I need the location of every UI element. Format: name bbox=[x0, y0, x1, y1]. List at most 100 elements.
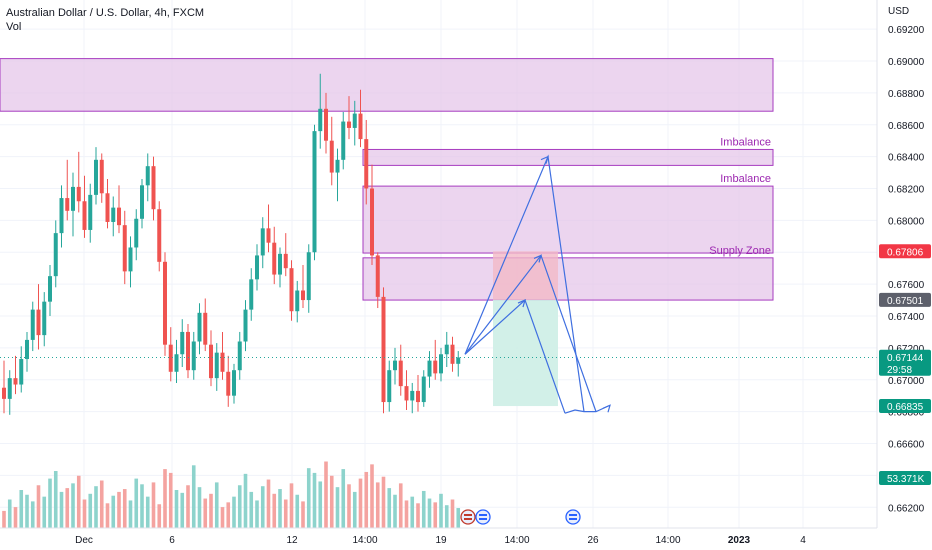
candle-body bbox=[301, 290, 305, 301]
candle-body bbox=[220, 352, 225, 372]
candle-body bbox=[324, 108, 328, 141]
flag-stripe bbox=[464, 518, 472, 520]
time-tick-label: Dec bbox=[75, 535, 93, 546]
candle-body bbox=[341, 121, 346, 160]
candle-body bbox=[209, 344, 213, 379]
volume-bar bbox=[421, 490, 426, 528]
volume-bar bbox=[450, 499, 455, 528]
candle-body bbox=[82, 201, 87, 230]
candle-body bbox=[163, 261, 167, 345]
volume-bar bbox=[370, 464, 374, 528]
candle-body bbox=[186, 331, 190, 371]
arrow-head bbox=[602, 404, 611, 413]
zone-label: Imbalance bbox=[720, 136, 771, 148]
volume-bar bbox=[295, 494, 300, 528]
volume-bar bbox=[122, 489, 127, 528]
volume-bar bbox=[289, 483, 294, 528]
flag-stripe bbox=[569, 518, 577, 520]
price-tick-label: 0.68400 bbox=[888, 153, 925, 164]
price-tick-label: 0.68800 bbox=[888, 89, 925, 100]
candle-body bbox=[393, 360, 397, 371]
candle-body bbox=[329, 140, 334, 173]
candle-body bbox=[283, 253, 288, 269]
time-axis[interactable]: Dec 6 12 14:00 19 14:00 26 14:00 2023 4 bbox=[0, 527, 877, 546]
price-tick-label: 0.66200 bbox=[888, 503, 925, 514]
volume-bar bbox=[134, 478, 139, 528]
event-flags[interactable] bbox=[460, 509, 581, 525]
candle-body bbox=[174, 354, 179, 372]
price-tick-label: 0.69000 bbox=[888, 57, 925, 68]
time-tick-label: 14:00 bbox=[655, 535, 680, 546]
candle-body bbox=[370, 188, 374, 256]
price-tick-label: 0.66800 bbox=[888, 408, 925, 419]
flag-stripe bbox=[464, 514, 472, 516]
take-profit-area bbox=[493, 299, 558, 407]
volume-bar bbox=[209, 493, 213, 528]
volume-bar bbox=[191, 465, 196, 528]
volume-bar bbox=[456, 508, 461, 528]
volume-bar bbox=[36, 485, 41, 528]
volume-bar bbox=[140, 484, 144, 528]
candle-body bbox=[145, 166, 150, 186]
volume-bar bbox=[266, 479, 271, 528]
volume-bar bbox=[393, 494, 397, 528]
volume-bar bbox=[76, 475, 81, 528]
short-position-tool[interactable] bbox=[493, 251, 558, 407]
price-tick-label: 0.68200 bbox=[888, 185, 925, 196]
volume-bar bbox=[111, 495, 116, 528]
volume-bar bbox=[347, 484, 351, 528]
candle-body bbox=[352, 113, 357, 128]
price-tick-label: 0.69200 bbox=[888, 25, 925, 36]
volume-bar bbox=[329, 475, 334, 528]
candle-body bbox=[134, 218, 139, 248]
candle-body bbox=[427, 360, 432, 377]
candle-body bbox=[416, 390, 420, 403]
volume-bar bbox=[71, 483, 75, 528]
price-badge bbox=[879, 471, 931, 485]
volume-bar bbox=[117, 491, 121, 528]
price-badge-label: 0.67144 bbox=[887, 353, 924, 364]
candle-body bbox=[456, 357, 461, 364]
candle-body bbox=[191, 341, 196, 371]
zone-label: Imbalance bbox=[720, 173, 771, 185]
arrow-tail bbox=[564, 404, 611, 414]
volume-bar bbox=[186, 485, 190, 528]
candle-body bbox=[13, 378, 18, 385]
candle-body bbox=[306, 252, 311, 301]
candle-body bbox=[272, 242, 277, 275]
candle-body bbox=[140, 185, 144, 219]
candle-body bbox=[255, 255, 259, 280]
volume-bar bbox=[352, 491, 357, 528]
event-flag-icon bbox=[565, 509, 581, 525]
candle-body bbox=[71, 186, 75, 211]
candle-body bbox=[364, 139, 369, 189]
candle-body bbox=[53, 233, 58, 277]
candle-body bbox=[335, 159, 340, 173]
candle-body bbox=[232, 370, 236, 396]
volume-bar bbox=[312, 472, 317, 528]
volume-bar bbox=[42, 496, 47, 528]
volume-indicator-label: Vol bbox=[6, 21, 22, 33]
price-tick-label: 0.66600 bbox=[888, 440, 925, 451]
volume-bar bbox=[25, 494, 29, 528]
volume-bar bbox=[249, 491, 254, 528]
candle-body bbox=[122, 225, 127, 272]
price-axis[interactable]: USD 0.69200 0.69000 0.68800 0.68600 0.68400 0.… bbox=[876, 0, 931, 528]
zones[interactable]: Imbalance Imbalance Supply Zone bbox=[0, 58, 774, 301]
volume-bar bbox=[151, 482, 156, 528]
volume-bar bbox=[439, 493, 443, 528]
candle-body bbox=[312, 131, 317, 253]
projection-arrows[interactable] bbox=[464, 154, 611, 414]
chart-title: Australian Dollar / U.S. Dollar, 4h, FXC… bbox=[6, 7, 205, 19]
volume-bar bbox=[404, 500, 409, 528]
volume-bar bbox=[53, 471, 58, 528]
candle-body bbox=[117, 207, 121, 226]
volume-bar bbox=[375, 482, 380, 528]
candle-body bbox=[347, 121, 351, 128]
candle-body bbox=[433, 360, 438, 374]
event-flag-icon bbox=[460, 509, 476, 525]
candle-body bbox=[226, 371, 231, 396]
volume-bar bbox=[30, 501, 35, 528]
volume-bar bbox=[427, 498, 432, 528]
